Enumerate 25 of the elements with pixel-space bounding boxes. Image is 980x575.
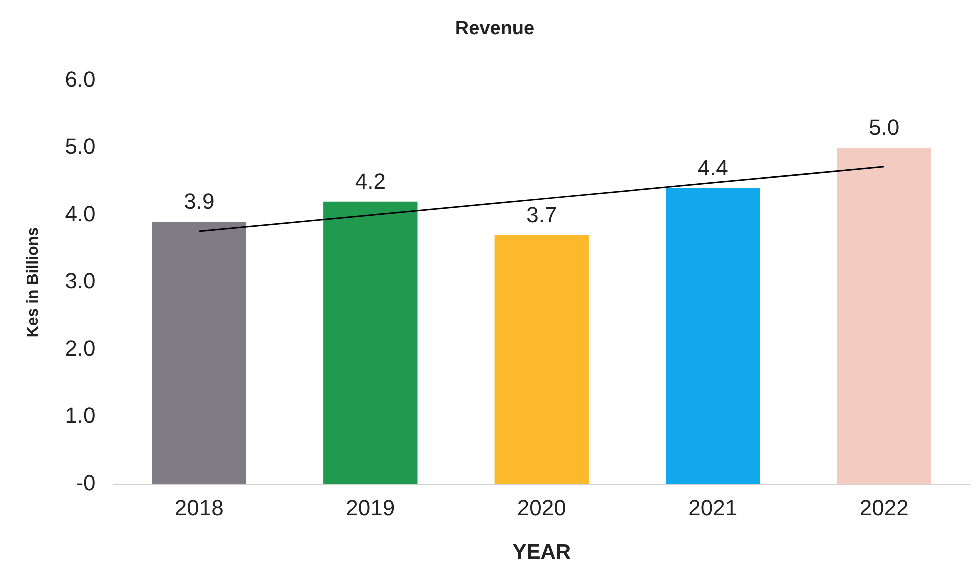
data-label: 5.0 [869, 115, 900, 140]
bar [324, 202, 418, 484]
x-tick-label: 2021 [688, 496, 738, 521]
bar [666, 188, 760, 484]
data-label: 3.9 [184, 189, 215, 214]
bar [152, 222, 246, 484]
x-axis-title: YEAR [512, 541, 572, 564]
data-label: 4.2 [355, 168, 386, 194]
y-axis-title: Kes in Billions [25, 227, 42, 338]
x-tick-label: 2019 [346, 496, 396, 521]
x-tick-label: 2022 [860, 496, 909, 521]
data-label: 4.4 [698, 155, 728, 180]
data-label: 3.7 [526, 202, 558, 228]
bar [494, 236, 589, 484]
y-tick-label: 1.0 [65, 403, 96, 428]
y-tick-label: 3.0 [65, 268, 96, 294]
y-tick-label: 6.0 [65, 66, 96, 92]
y-tick-label: 5.0 [65, 134, 96, 160]
y-tick-label: -0 [76, 470, 96, 496]
x-tick-label: 2018 [174, 496, 224, 521]
bar [837, 148, 932, 484]
y-tick-label: 2.0 [65, 336, 96, 361]
x-tick-label: 2020 [517, 496, 566, 521]
chart-title: Revenue [455, 18, 535, 40]
y-tick-label: 4.0 [65, 201, 96, 226]
